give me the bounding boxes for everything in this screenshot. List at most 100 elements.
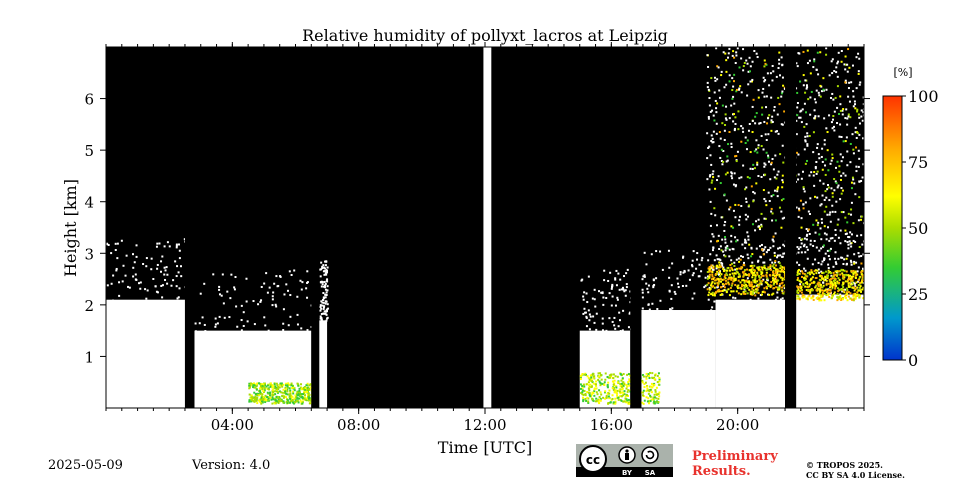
humidity-pixel <box>796 277 799 280</box>
speckle <box>733 261 736 264</box>
speckle <box>623 275 626 278</box>
humidity-pixel <box>758 274 761 277</box>
humidity-pixel <box>617 396 620 399</box>
speckle <box>761 91 764 94</box>
speckle <box>847 247 850 250</box>
speckle <box>814 231 817 234</box>
humidity-pixel <box>729 286 732 289</box>
humidity-pixel <box>292 401 295 404</box>
humidity-pixel <box>771 293 774 296</box>
speckle <box>773 176 776 179</box>
speckle <box>747 204 750 207</box>
speckle <box>692 250 695 253</box>
x-tick-label: 08:00 <box>337 416 380 434</box>
speckle <box>795 119 798 122</box>
humidity-pixel <box>767 266 770 269</box>
preliminary-line1: Preliminary <box>692 449 778 464</box>
humidity-pixel <box>805 297 808 300</box>
speckle <box>821 168 824 171</box>
humidity-pixel <box>750 272 753 275</box>
speckle <box>734 297 737 300</box>
speckle <box>161 284 164 287</box>
humidity-pixel <box>292 386 295 389</box>
humidity-pixel <box>753 271 756 274</box>
humidity-pixel <box>713 279 716 282</box>
humidity-pixel <box>840 268 843 271</box>
speckle <box>721 264 724 267</box>
speckle <box>808 59 811 62</box>
humidity-pixel <box>859 294 862 297</box>
speckle <box>778 206 781 209</box>
speckle <box>862 267 864 270</box>
humidity-pixel <box>837 290 840 293</box>
humidity-pixel <box>250 394 253 397</box>
humidity-pixel <box>821 291 824 294</box>
speckle <box>795 151 798 154</box>
speckle <box>857 165 860 168</box>
humidity-pixel <box>653 378 656 381</box>
speckle <box>260 299 263 302</box>
humidity-pixel <box>756 289 759 292</box>
humidity-pixel <box>841 298 844 301</box>
speckle <box>178 287 181 290</box>
humidity-pixel <box>760 293 763 296</box>
humidity-pixel <box>852 271 855 274</box>
speckle <box>840 135 843 138</box>
speckle <box>756 161 759 164</box>
humidity-pixel <box>581 387 584 390</box>
humidity-pixel <box>823 299 826 302</box>
humidity-pixel <box>616 394 619 397</box>
humidity-pixel <box>607 402 610 405</box>
speckle <box>692 272 695 275</box>
humidity-pixel <box>750 270 753 273</box>
humidity-pixel <box>301 402 304 405</box>
humidity-pixel <box>281 394 284 397</box>
humidity-pixel <box>734 277 737 280</box>
speckle <box>584 311 587 314</box>
humidity-pixel <box>797 295 800 298</box>
humidity-pixel <box>860 290 863 293</box>
humidity-pixel <box>726 274 729 277</box>
speckle <box>178 257 181 260</box>
speckle <box>614 278 617 281</box>
speckle <box>854 131 857 134</box>
humidity-pixel <box>720 293 723 296</box>
speckle <box>118 294 121 297</box>
humidity-pixel <box>259 384 262 387</box>
speckle <box>727 52 730 55</box>
speckle <box>812 223 815 226</box>
humidity-pixel <box>803 278 806 281</box>
humidity-pixel <box>851 286 854 289</box>
speckle <box>121 280 124 283</box>
speckle <box>834 261 837 264</box>
speckle <box>779 153 782 156</box>
speckle <box>321 265 324 268</box>
speckle <box>828 239 831 242</box>
speckle <box>822 88 825 91</box>
speckle <box>840 174 843 177</box>
humidity-pixel <box>643 386 646 389</box>
speckle <box>115 269 118 272</box>
speckle <box>732 183 735 186</box>
humidity-pixel <box>717 282 720 285</box>
humidity-pixel <box>303 394 306 397</box>
humidity-pixel <box>627 398 630 401</box>
speckle <box>733 129 736 132</box>
humidity-pixel <box>754 291 757 294</box>
humidity-pixel <box>730 276 733 279</box>
humidity-pixel <box>725 282 728 285</box>
humidity-pixel <box>653 393 656 396</box>
humidity-pixel <box>279 397 282 400</box>
speckle <box>725 59 728 62</box>
speckle <box>773 106 776 109</box>
speckle <box>839 242 842 245</box>
humidity-pixel <box>605 395 608 398</box>
humidity-pixel <box>717 266 720 269</box>
speckle <box>321 281 324 284</box>
speckle <box>760 145 763 148</box>
humidity-pixel <box>780 276 783 279</box>
speckle <box>763 120 766 123</box>
humidity-pixel <box>723 283 726 286</box>
speckle <box>842 172 845 175</box>
humidity-pixel <box>801 296 804 299</box>
